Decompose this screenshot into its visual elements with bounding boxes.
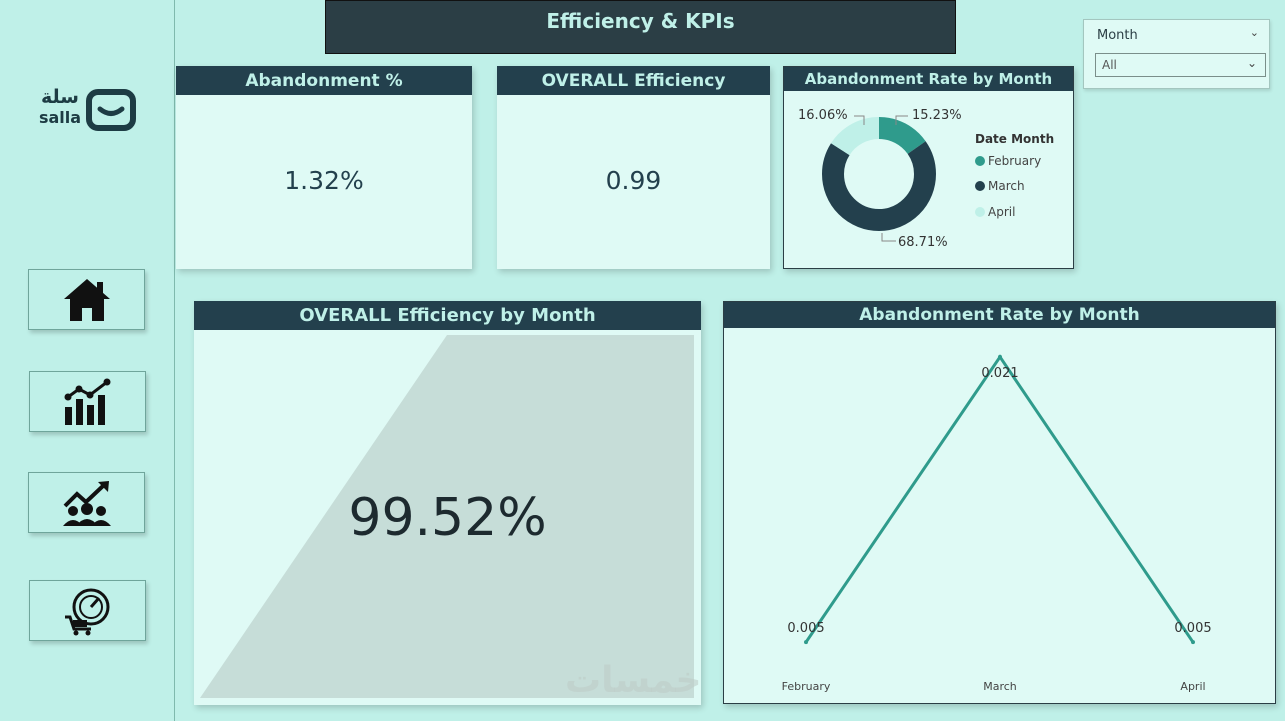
- data-label-april: 0.005: [1174, 621, 1211, 636]
- abandonment-donut-card: Abandonment Rate by Month 16.06% 15.23% …: [783, 66, 1074, 269]
- donut-slice-april[interactable]: [822, 117, 936, 231]
- funnel-shape: [200, 335, 694, 698]
- line-chart-title: Abandonment Rate by Month: [724, 302, 1275, 328]
- abandonment-kpi-title: Abandonment %: [176, 66, 472, 95]
- donut-label-april: 16.06%: [798, 108, 848, 123]
- legend-label: February: [988, 154, 1042, 168]
- legend-item-february[interactable]: February: [975, 154, 1041, 168]
- data-label-february: 0.005: [787, 621, 824, 636]
- chevron-down-icon: ⌄: [1246, 56, 1257, 70]
- logo-latin-text: salla: [38, 108, 82, 127]
- abandonment-line-card: Abandonment Rate by Month 0.005 February 0…: [723, 301, 1276, 704]
- x-tick-label-april: April: [1180, 680, 1205, 693]
- data-point-march[interactable]: [998, 354, 1002, 359]
- cart-speedometer-icon: [64, 588, 109, 635]
- month-dropdown-value: All: [1102, 58, 1117, 72]
- legend-dot: [975, 156, 985, 166]
- bar-chart-icon: [64, 378, 110, 425]
- watermark: خمسات: [565, 660, 702, 701]
- x-tick-label-march: March: [983, 680, 1017, 693]
- data-point-april[interactable]: [1191, 640, 1195, 645]
- page-title: Efficiency & KPIs: [325, 0, 956, 54]
- nav-home-button[interactable]: [28, 269, 145, 330]
- legend-label: March: [988, 179, 1025, 193]
- funnel-value: 99.52%: [348, 488, 547, 548]
- donut-label-february: 15.23%: [912, 108, 962, 123]
- series-line[interactable]: [804, 354, 1195, 644]
- x-tick-label-february: February: [782, 680, 831, 693]
- efficiency-kpi-value: 0.99: [605, 166, 662, 195]
- month-slicer: Month ⌄ All ⌄: [1083, 19, 1270, 89]
- data-label-march: 0.021: [981, 366, 1018, 381]
- efficiency-kpi-title: OVERALL Efficiency: [497, 66, 770, 95]
- logo-bag-icon: [86, 89, 136, 131]
- donut-label-march: 68.71%: [898, 235, 948, 250]
- donut-legend-title: Date Month: [975, 132, 1055, 146]
- funnel-title: OVERALL Efficiency by Month: [194, 301, 701, 330]
- home-icon: [63, 278, 110, 321]
- efficiency-kpi-card: OVERALL Efficiency 0.99: [497, 66, 770, 269]
- legend-label: April: [988, 205, 1016, 219]
- legend-item-april[interactable]: April: [975, 205, 1015, 219]
- abandonment-kpi-card: Abandonment % 1.32%: [176, 66, 472, 269]
- salla-logo: سلة salla: [36, 88, 140, 136]
- legend-dot: [975, 207, 985, 217]
- donut-slice-march[interactable]: [822, 117, 936, 231]
- legend-dot: [975, 181, 985, 191]
- nav-performance-button[interactable]: [29, 580, 146, 641]
- legend-item-march[interactable]: March: [975, 179, 1025, 193]
- donut-chart: [822, 117, 936, 231]
- people-growth-icon: [62, 480, 111, 526]
- donut-title: Abandonment Rate by Month: [784, 67, 1073, 91]
- line-chart: 0.005 February 0.021 March 0.005 April: [782, 354, 1212, 693]
- month-dropdown[interactable]: All ⌄: [1095, 53, 1266, 77]
- nav-analytics-button[interactable]: [29, 371, 146, 432]
- nav-customers-button[interactable]: [28, 472, 145, 533]
- abandonment-kpi-value: 1.32%: [284, 166, 364, 195]
- data-point-february[interactable]: [804, 640, 808, 645]
- donut-leader-lines: [854, 115, 908, 242]
- efficiency-funnel-card: OVERALL Efficiency by Month 99.52%: [194, 301, 701, 705]
- logo-arabic-text: سلة: [41, 86, 79, 108]
- slicer-label: Month: [1097, 28, 1138, 43]
- slicer-collapse-chevron-icon[interactable]: ⌄: [1249, 26, 1259, 39]
